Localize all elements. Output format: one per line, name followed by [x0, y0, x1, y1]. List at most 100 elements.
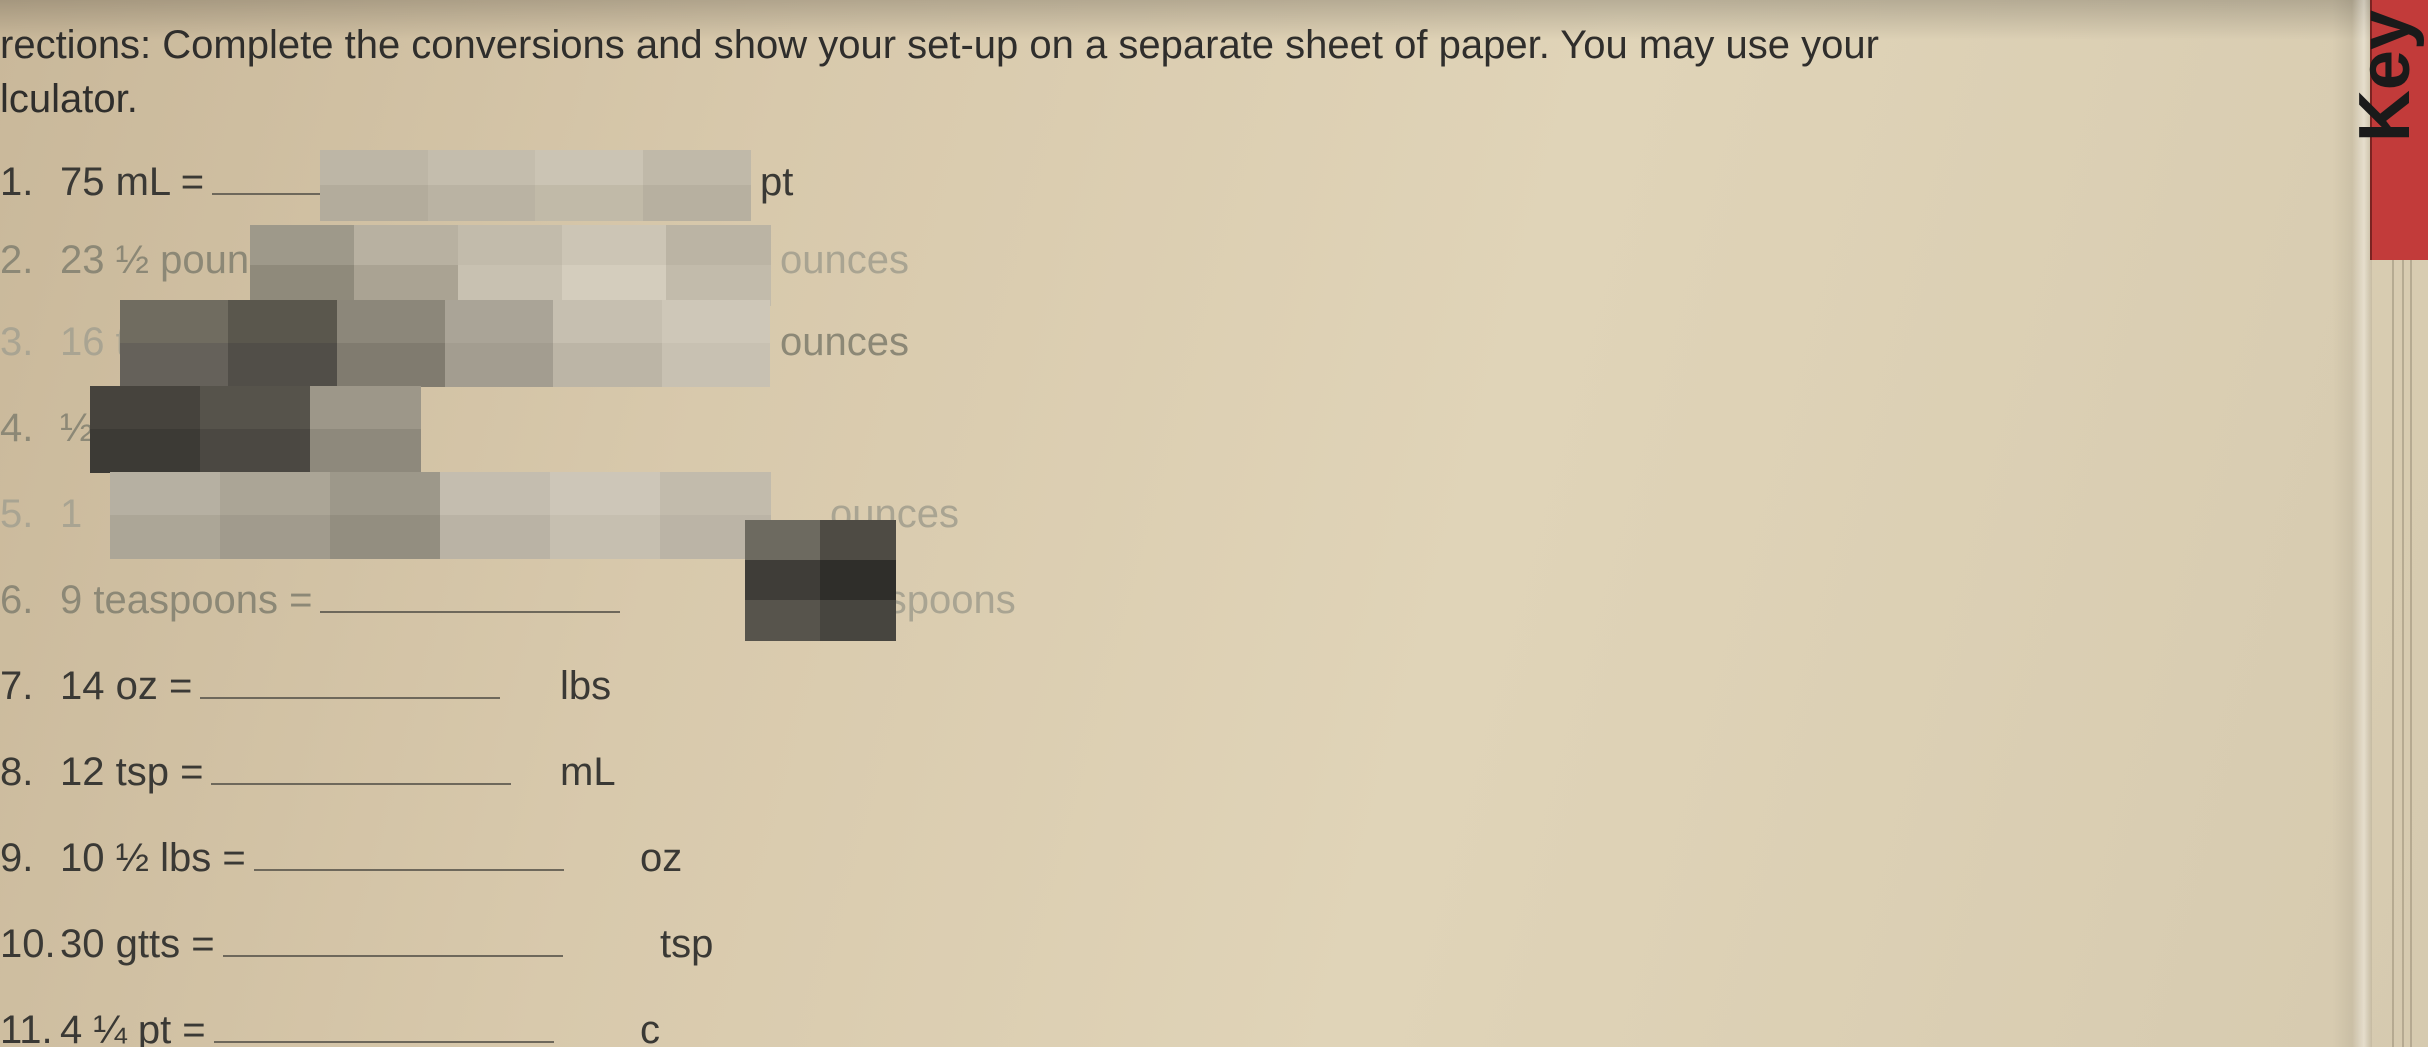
pixel-cell — [643, 150, 751, 186]
worksheet-page: rections: Complete the conversions and s… — [0, 0, 2428, 1047]
pixel-cell — [90, 429, 201, 473]
pixel-cell — [354, 225, 459, 266]
problem-number: 3. — [0, 322, 60, 362]
pixel-cell — [553, 300, 662, 344]
pixel-cell — [320, 185, 428, 221]
pixel-cell — [200, 429, 311, 473]
problem-number: 8. — [0, 752, 60, 792]
problem-given: 1 — [60, 494, 82, 534]
problem-number: 9. — [0, 838, 60, 878]
pixel-cell — [310, 429, 421, 473]
pixel-cell — [228, 343, 337, 387]
directions-text: rections: Complete the conversions and s… — [0, 18, 1879, 126]
pixel-cell — [120, 343, 229, 387]
problem-number: 4. — [0, 408, 60, 448]
answer-key-label: Key — [2344, 10, 2426, 142]
pixel-cell — [220, 472, 331, 516]
pixel-cell — [660, 472, 771, 516]
pixel-cell — [562, 225, 667, 266]
pixel-cell — [220, 515, 331, 559]
pixel-cell — [553, 343, 662, 387]
pixel-cell — [90, 386, 201, 430]
pixel-cell — [337, 343, 446, 387]
answer-blank — [320, 583, 620, 613]
pixel-cell — [745, 520, 821, 561]
answer-key-tab: Key — [2370, 0, 2428, 260]
directions-line2: lculator. — [0, 77, 138, 121]
problem-row: 7.14 oz =lbs — [0, 666, 508, 706]
pixel-cell — [820, 560, 896, 601]
directions-line1: rections: Complete the conversions and s… — [0, 23, 1879, 67]
problem-given: 75 mL = — [60, 162, 204, 202]
pixel-block — [120, 300, 770, 386]
pixel-cell — [662, 343, 771, 387]
pixel-cell — [820, 600, 896, 641]
pixel-cell — [330, 472, 441, 516]
pixel-cell — [820, 520, 896, 561]
problem-row: 10.30 gtts =tsp — [0, 924, 571, 964]
problem-row: 5.1ounces — [0, 494, 82, 534]
problem-number: 11. — [0, 1010, 60, 1047]
pixel-cell — [200, 386, 311, 430]
pixel-cell — [458, 225, 563, 266]
pixel-cell — [550, 515, 661, 559]
target-unit: lbs — [560, 666, 611, 706]
pixel-block — [110, 472, 770, 558]
problem-row: 8.12 tsp =mL — [0, 752, 519, 792]
pixel-cell — [428, 150, 536, 186]
pixel-block — [745, 520, 895, 640]
pixel-cell — [662, 300, 771, 344]
problem-number: 1. — [0, 162, 60, 202]
pixel-block — [250, 225, 770, 305]
problem-number: 2. — [0, 240, 60, 280]
pixel-cell — [120, 300, 229, 344]
pixel-cell — [110, 515, 221, 559]
problem-given: 4 ¼ pt = — [60, 1010, 206, 1047]
problem-given: 14 oz = — [60, 666, 192, 706]
pixel-cell — [535, 185, 643, 221]
paper-stack-edge — [2332, 0, 2372, 1047]
answer-blank — [200, 669, 500, 699]
problem-row: 6.9 teaspoons =tablespoons — [0, 580, 628, 620]
pixel-cell — [745, 560, 821, 601]
pixel-cell — [337, 300, 446, 344]
pixel-cell — [440, 472, 551, 516]
pixel-cell — [110, 472, 221, 516]
pixel-cell — [330, 515, 441, 559]
pixel-cell — [535, 150, 643, 186]
target-unit: ounces — [780, 240, 909, 280]
pixel-cell — [745, 600, 821, 641]
problem-row: 9.10 ½ lbs =oz — [0, 838, 572, 878]
problem-given: 12 tsp = — [60, 752, 203, 792]
pixel-cell — [440, 515, 551, 559]
pixel-block — [90, 386, 420, 472]
problem-number: 7. — [0, 666, 60, 706]
answer-blank — [214, 1013, 554, 1043]
problem-row: 2.23 ½ poundsounces — [0, 240, 291, 280]
target-unit: c — [640, 1010, 660, 1047]
pixel-cell — [666, 225, 771, 266]
pixel-cell — [310, 386, 421, 430]
answer-blank — [211, 755, 511, 785]
pixel-cell — [550, 472, 661, 516]
pixel-cell — [445, 300, 554, 344]
pixel-cell — [250, 225, 355, 266]
problem-given: 30 gtts = — [60, 924, 215, 964]
target-unit: mL — [560, 752, 616, 792]
target-unit: tsp — [660, 924, 713, 964]
pixel-cell — [643, 185, 751, 221]
target-unit: pt — [760, 162, 793, 202]
pixel-cell — [445, 343, 554, 387]
problem-given: 9 teaspoons = — [60, 580, 312, 620]
answer-blank — [223, 927, 563, 957]
pixel-cell — [428, 185, 536, 221]
problem-number: 10. — [0, 924, 60, 964]
pixel-cell — [320, 150, 428, 186]
answer-blank — [254, 841, 564, 871]
target-unit: oz — [640, 838, 682, 878]
target-unit: ounces — [780, 322, 909, 362]
problem-number: 5. — [0, 494, 60, 534]
problem-given: 10 ½ lbs = — [60, 838, 246, 878]
pixel-cell — [228, 300, 337, 344]
problem-number: 6. — [0, 580, 60, 620]
